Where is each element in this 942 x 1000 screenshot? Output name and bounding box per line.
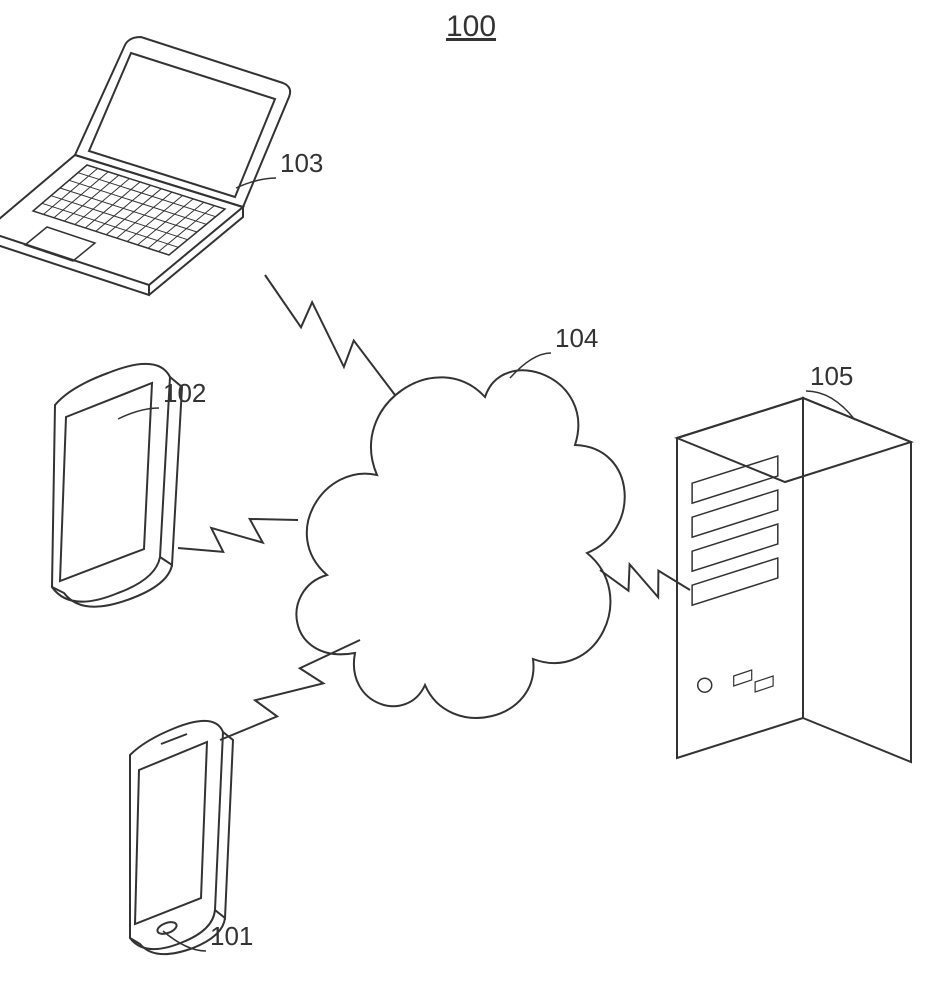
phone-node [130,721,233,954]
node-label: 102 [163,378,206,408]
cloud-node [296,370,624,718]
node-label: 104 [555,323,598,353]
node-label: 103 [280,148,323,178]
node-label: 105 [810,361,853,391]
laptop-node [0,37,290,295]
diagram-title: 100 [446,10,496,43]
server-node [677,398,911,762]
wireless-link [178,519,298,552]
node-label: 101 [210,921,253,951]
wireless-link [265,275,395,395]
leader-line [118,408,159,419]
